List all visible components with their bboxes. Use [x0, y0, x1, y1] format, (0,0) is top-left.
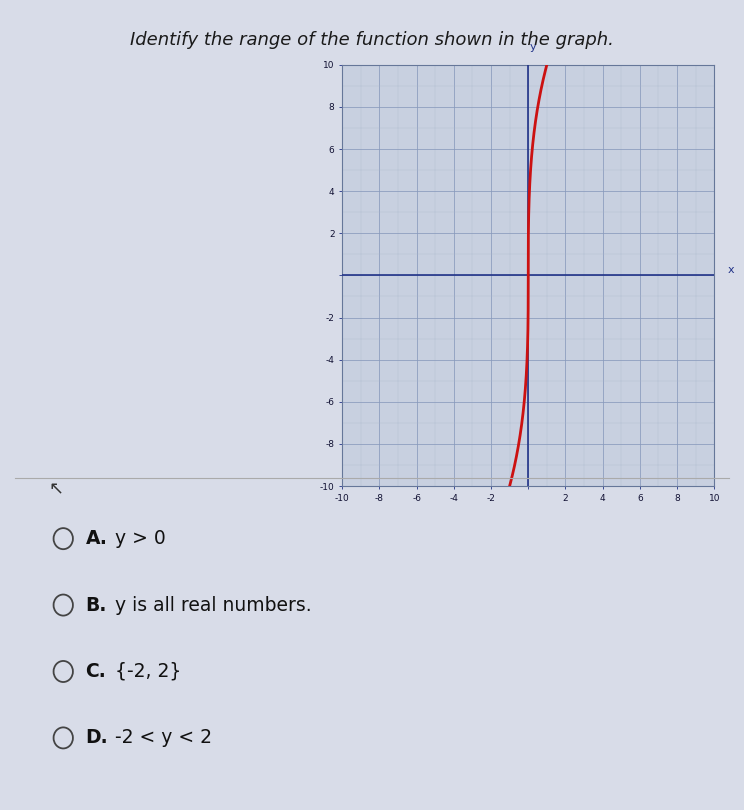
Text: A.: A. [86, 529, 107, 548]
Text: D.: D. [86, 728, 108, 748]
Text: y > 0: y > 0 [115, 529, 166, 548]
Text: x: x [728, 265, 734, 275]
Text: y: y [530, 42, 536, 52]
Text: Identify the range of the function shown in the graph.: Identify the range of the function shown… [130, 31, 614, 49]
Text: y is all real numbers.: y is all real numbers. [115, 595, 312, 615]
Text: {-2, 2}: {-2, 2} [115, 662, 182, 681]
Text: C.: C. [86, 662, 106, 681]
Text: B.: B. [86, 595, 107, 615]
Text: -2 < y < 2: -2 < y < 2 [115, 728, 212, 748]
Text: ↖: ↖ [48, 480, 63, 498]
